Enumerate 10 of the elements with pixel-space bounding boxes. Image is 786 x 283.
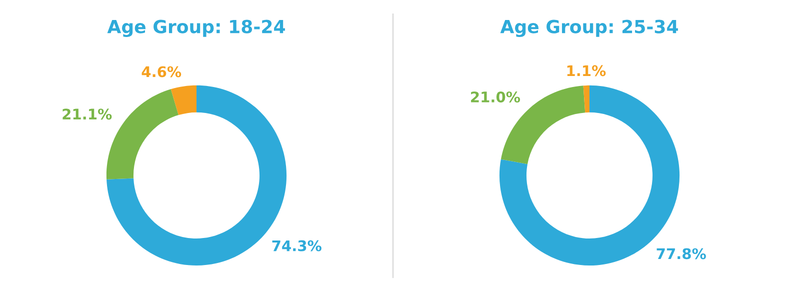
data-label: 21.1%: [62, 108, 112, 120]
chart-title: Age Group: 25-34: [500, 20, 678, 38]
chart-title: Age Group: 18-24: [107, 20, 285, 38]
data-label: 21.0%: [471, 91, 520, 102]
data-label: 74.3%: [272, 240, 322, 252]
data-label: 4.6%: [142, 66, 182, 78]
donut-slice: [583, 85, 590, 113]
data-label: 77.8%: [656, 248, 706, 260]
data-label: 1.1%: [567, 65, 606, 76]
donut-slice: [170, 85, 196, 116]
